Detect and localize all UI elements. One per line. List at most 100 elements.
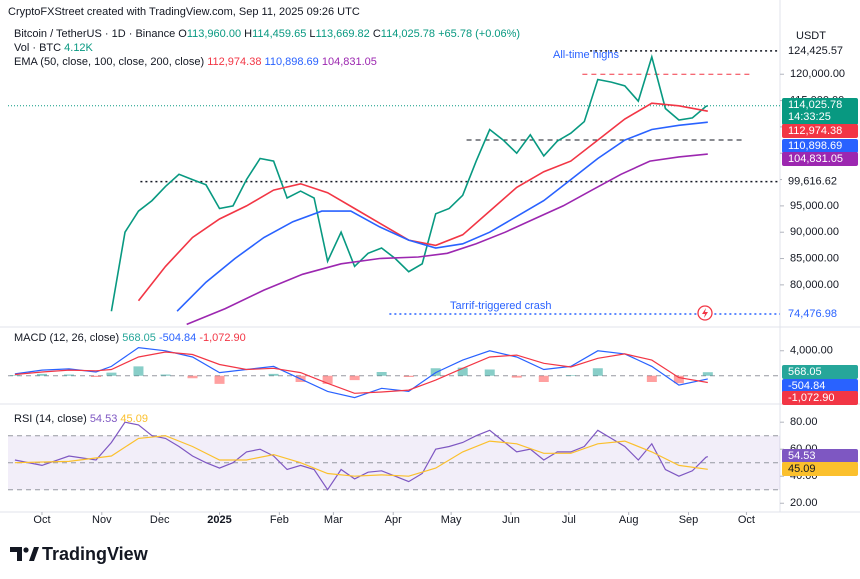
x-tick-label: 2025 [207, 514, 231, 526]
x-tick-label: Jun [502, 514, 520, 526]
low-value: 113,669.82 [316, 28, 370, 40]
high-value: 114,459.65 [252, 28, 306, 40]
event-icon-bolt [702, 308, 708, 318]
histogram-bar [565, 375, 576, 376]
x-tick-label: Nov [92, 514, 112, 526]
volume-label: Vol · BTC [14, 42, 61, 54]
histogram-bar [133, 366, 144, 376]
histogram-bar [322, 375, 333, 384]
indicator-line [186, 153, 708, 326]
indicator-line [14, 435, 708, 477]
histogram-bar [9, 375, 20, 376]
logo-shape [10, 547, 22, 561]
brand-logo: TradingView [10, 544, 149, 564]
rsi-value: 54.53 [90, 413, 118, 425]
level-label-bg [782, 306, 858, 321]
histogram-bar [702, 372, 713, 376]
value-label: 112,974.38 [788, 125, 842, 137]
y-tick-label: 120,000.00 [790, 68, 845, 80]
x-tick-label: Mar [324, 514, 343, 526]
level-label: 74,476.98 [788, 308, 837, 320]
ema50-value: 112,974.38 [207, 56, 261, 68]
credit: CryptoFXStreet created with TradingView.… [8, 6, 360, 18]
y-tick-label: 4,000.00 [790, 345, 833, 357]
logo-dot [23, 547, 29, 553]
histogram-bar [376, 372, 387, 376]
y-tick-label: 20.00 [790, 497, 818, 509]
indicator-line [137, 102, 708, 302]
macd-legend: MACD (12, 26, close) 568.05 -504.84 -1,0… [14, 332, 246, 344]
low-label: L [309, 28, 315, 40]
histogram-bar [538, 375, 549, 382]
histogram-bar [484, 369, 495, 376]
value-box [782, 139, 858, 153]
macd-hist-value: 568.05 [122, 332, 156, 344]
histogram-bar [511, 375, 522, 378]
level-label: 99,616.62 [788, 175, 837, 187]
ema200-value: 104,831.05 [322, 56, 377, 68]
current-price-label: 114,025.78 [788, 99, 842, 111]
ema100-value: 110,898.69 [265, 56, 319, 68]
rsi-title: RSI (14, close) [14, 413, 87, 425]
histogram-bar [349, 375, 360, 381]
high-label: H [244, 28, 252, 40]
currency: USDT [796, 30, 826, 42]
volume-value: 4.12K [64, 42, 93, 54]
indicator-line [14, 346, 708, 399]
x-tick-label: Oct [738, 514, 755, 526]
value-label: 104,831.05 [788, 153, 843, 165]
x-tick-label: Oct [33, 514, 50, 526]
histogram-bar [592, 368, 603, 376]
signal-value: -1,072.90 [199, 332, 245, 344]
panels [0, 0, 860, 513]
value-label: 568.05 [788, 366, 822, 378]
axis-labels: 80,000.0085,000.0090,000.0095,000.00100,… [33, 43, 858, 526]
y-tick-label: 85,000.00 [790, 252, 839, 264]
ema-label: EMA (50, close, 100, close, 200, close) [14, 56, 204, 68]
y-tick-label: 80.00 [790, 416, 818, 428]
histogram-bar [403, 375, 414, 377]
open-value: 113,960.00 [187, 28, 241, 40]
indicator-line [14, 421, 709, 491]
countdown: 14:33:25 [788, 111, 831, 123]
x-tick-label: May [441, 514, 462, 526]
histogram-bar [214, 375, 225, 384]
histogram-bar [268, 373, 279, 376]
x-tick-label: Aug [619, 514, 639, 526]
histogram-bar [106, 372, 117, 376]
value-label: 45.09 [788, 463, 816, 475]
histogram-bar [457, 367, 468, 376]
y-tick-label: 90,000.00 [790, 226, 839, 238]
value-box [782, 152, 858, 166]
x-tick-label: Feb [270, 514, 289, 526]
x-tick-label: Sep [679, 514, 699, 526]
histogram-bar [187, 375, 198, 379]
value-box [782, 391, 858, 405]
macd-value: -504.84 [159, 332, 196, 344]
annotation: All-time highs [553, 49, 620, 61]
y-tick-label: 80,000.00 [790, 279, 839, 291]
volume-legend: Vol · BTC 4.12K [14, 42, 94, 54]
rsi-band [8, 435, 780, 490]
value-label: -1,072.90 [788, 392, 834, 404]
y-tick-label: 95,000.00 [790, 200, 839, 212]
histogram-bar [63, 374, 74, 376]
close-label: C [373, 28, 381, 40]
change: +65.78 (+0.06%) [438, 28, 520, 40]
symbol-legend: Bitcoin / TetherUS · 1D · Binance O113,9… [14, 28, 520, 40]
histogram-bar [673, 375, 684, 384]
close-value: 114,025.78 [381, 28, 435, 40]
plot-area [8, 50, 780, 491]
value-box [782, 379, 858, 393]
macd-title: MACD (12, 26, close) [14, 332, 119, 344]
x-tick-label: Dec [150, 514, 170, 526]
symbol: Bitcoin / TetherUS · 1D · Binance [14, 28, 175, 40]
brand: TradingView [42, 544, 149, 564]
level-label-bg [782, 43, 858, 58]
level-label: 124,425.57 [788, 45, 843, 57]
value-label: 110,898.69 [788, 140, 842, 152]
current-price-box [782, 98, 858, 125]
indicator-line [176, 121, 708, 312]
annotation: Tarrif-triggered crash [450, 300, 551, 312]
